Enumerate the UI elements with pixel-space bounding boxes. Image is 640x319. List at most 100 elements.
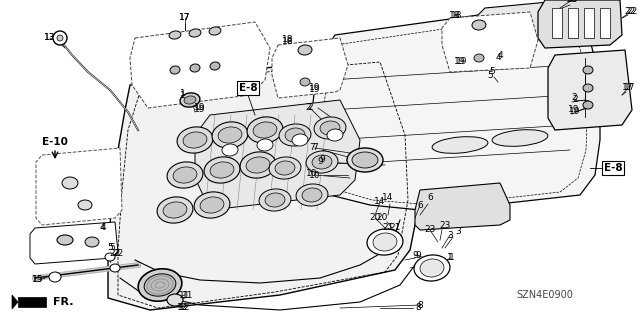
- Text: 9: 9: [412, 250, 418, 259]
- Text: 19: 19: [456, 57, 468, 66]
- Ellipse shape: [62, 177, 78, 189]
- Text: E-10: E-10: [42, 137, 68, 147]
- Ellipse shape: [163, 202, 187, 218]
- Text: 4: 4: [495, 54, 501, 63]
- Text: 5: 5: [487, 70, 493, 79]
- Ellipse shape: [296, 184, 328, 206]
- Polygon shape: [538, 0, 622, 48]
- Text: 7: 7: [312, 144, 318, 152]
- Ellipse shape: [170, 66, 180, 74]
- Polygon shape: [548, 50, 632, 130]
- Polygon shape: [108, 55, 420, 310]
- Ellipse shape: [189, 29, 201, 37]
- Text: 23: 23: [424, 226, 436, 234]
- Ellipse shape: [210, 62, 220, 70]
- Text: 2: 2: [571, 93, 577, 102]
- Text: 18: 18: [282, 35, 294, 44]
- Polygon shape: [272, 38, 348, 98]
- Ellipse shape: [173, 167, 197, 183]
- Text: 19: 19: [309, 85, 321, 94]
- Text: 9: 9: [317, 158, 323, 167]
- Text: FR.: FR.: [53, 297, 74, 307]
- Ellipse shape: [57, 35, 63, 41]
- Ellipse shape: [257, 139, 273, 151]
- Text: 15: 15: [32, 276, 44, 285]
- Polygon shape: [415, 183, 510, 230]
- Ellipse shape: [177, 127, 213, 153]
- Text: 3: 3: [455, 227, 461, 236]
- Polygon shape: [552, 8, 562, 38]
- Ellipse shape: [367, 229, 403, 255]
- Ellipse shape: [583, 84, 593, 92]
- Text: 16: 16: [566, 0, 578, 4]
- Polygon shape: [442, 12, 538, 72]
- Ellipse shape: [78, 200, 92, 210]
- Ellipse shape: [209, 27, 221, 35]
- Polygon shape: [568, 8, 578, 38]
- Ellipse shape: [110, 264, 120, 272]
- Ellipse shape: [352, 152, 378, 168]
- Ellipse shape: [583, 101, 593, 109]
- Ellipse shape: [414, 255, 450, 281]
- Text: E-8: E-8: [604, 163, 622, 173]
- Text: 12: 12: [179, 303, 191, 313]
- Text: 17: 17: [179, 13, 191, 23]
- Text: 18: 18: [282, 38, 294, 47]
- Text: 19: 19: [569, 108, 580, 116]
- Ellipse shape: [57, 235, 73, 245]
- Ellipse shape: [432, 137, 488, 153]
- Ellipse shape: [285, 128, 305, 142]
- Text: 6: 6: [427, 194, 433, 203]
- Text: 4: 4: [99, 224, 105, 233]
- Ellipse shape: [269, 157, 301, 179]
- Text: 11: 11: [182, 291, 194, 300]
- Text: 20: 20: [369, 213, 381, 222]
- Ellipse shape: [85, 237, 99, 247]
- Ellipse shape: [167, 294, 183, 306]
- Ellipse shape: [302, 188, 322, 202]
- Text: 1: 1: [449, 254, 455, 263]
- Text: 4: 4: [100, 224, 106, 233]
- Text: E-8: E-8: [239, 83, 257, 93]
- Text: 8: 8: [415, 303, 421, 313]
- Text: 5: 5: [489, 68, 495, 77]
- Text: 14: 14: [374, 197, 386, 206]
- Text: 14: 14: [382, 194, 394, 203]
- Text: 21: 21: [389, 224, 401, 233]
- Ellipse shape: [347, 148, 383, 172]
- Ellipse shape: [472, 20, 486, 30]
- Ellipse shape: [247, 117, 283, 143]
- Text: 13: 13: [44, 33, 56, 42]
- Text: 6: 6: [417, 201, 423, 210]
- Polygon shape: [36, 148, 122, 225]
- Polygon shape: [600, 8, 610, 38]
- Ellipse shape: [194, 192, 230, 218]
- Ellipse shape: [474, 54, 484, 62]
- Ellipse shape: [259, 189, 291, 211]
- Text: 1: 1: [180, 91, 186, 100]
- Ellipse shape: [222, 144, 238, 156]
- Ellipse shape: [265, 193, 285, 207]
- Ellipse shape: [292, 134, 308, 146]
- Ellipse shape: [184, 96, 196, 104]
- Text: 3: 3: [447, 231, 453, 240]
- Text: 7: 7: [309, 143, 315, 152]
- Text: 8: 8: [417, 300, 423, 309]
- Ellipse shape: [210, 162, 234, 178]
- Text: 22: 22: [113, 249, 124, 257]
- Text: 17: 17: [622, 84, 634, 93]
- Polygon shape: [18, 297, 46, 307]
- Ellipse shape: [157, 197, 193, 223]
- Polygon shape: [475, 0, 590, 42]
- Text: 15: 15: [32, 276, 44, 285]
- Ellipse shape: [200, 197, 224, 213]
- Text: 22: 22: [625, 8, 636, 17]
- Text: 18: 18: [449, 11, 461, 19]
- Text: 9: 9: [415, 250, 421, 259]
- Text: SZN4E0900: SZN4E0900: [516, 290, 573, 300]
- Text: 1: 1: [180, 88, 186, 98]
- Ellipse shape: [246, 157, 270, 173]
- Ellipse shape: [49, 272, 61, 282]
- Text: 2: 2: [572, 95, 578, 105]
- Ellipse shape: [144, 274, 176, 296]
